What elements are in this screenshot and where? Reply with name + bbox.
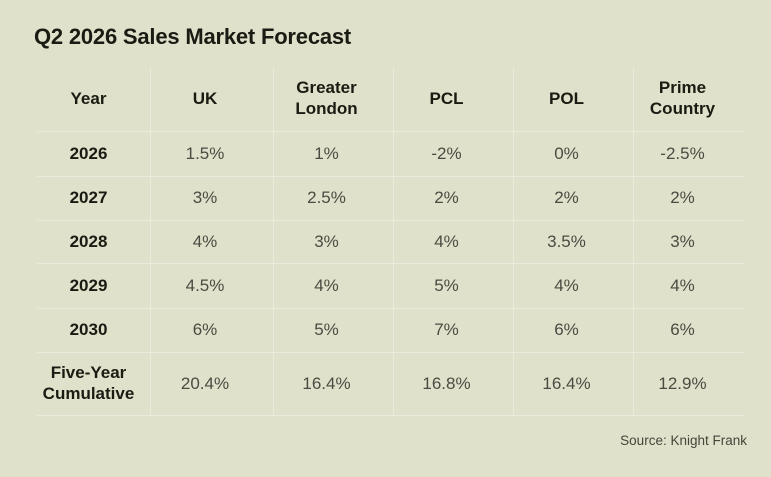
value-cell: 6% [670,320,695,340]
row-label: Five-Year Cumulative [37,353,151,415]
value-cell: 2% [394,177,514,220]
value-cell: 0% [514,132,634,176]
table-row-five-year-cumulative: Five-Year Cumulative 20.4% 16.4% 16.8% 1… [37,353,745,416]
value-cell: 5% [394,264,514,308]
value-cell: 4% [274,264,394,308]
table-row-2029: 2029 4.5% 4% 5% 4% 4% [37,264,745,309]
row-label: 2026 [37,132,151,176]
value-cell: 2% [670,188,695,208]
table-row-2026: 2026 1.5% 1% -2% 0% -2.5% [37,132,745,177]
value-cell: 16.4% [274,353,394,415]
table-row-2028: 2028 4% 3% 4% 3.5% 3% [37,221,745,264]
header-row: Year UK Greater London PCL POL Prime Cou… [37,67,745,132]
table-row-2027: 2027 3% 2.5% 2% 2% 2% [37,177,745,221]
source-credit: Source: Knight Frank [620,433,747,448]
value-cell: 5% [274,309,394,352]
value-cell: 6% [151,309,274,352]
table-row-2030: 2030 6% 5% 7% 6% 6% [37,309,745,353]
value-cell: 16.8% [394,353,514,415]
value-cell: 6% [514,309,634,352]
column-header-greater-london: Greater London [274,67,394,131]
value-cell: 4% [394,221,514,263]
value-cell: -2.5% [660,143,705,163]
value-cell: 1.5% [151,132,274,176]
value-cell: 4% [151,221,274,263]
row-label: 2029 [37,264,151,308]
value-cell: 4% [514,264,634,308]
value-cell: 20.4% [151,353,274,415]
column-header-pol: POL [514,67,634,131]
value-cell: 3% [274,221,394,263]
row-label: 2027 [37,177,151,220]
value-cell: 3% [670,231,695,251]
value-cell: 3.5% [514,221,634,263]
row-label: 2030 [37,309,151,352]
forecast-table: Year UK Greater London PCL POL Prime Cou… [37,67,745,416]
value-cell: 7% [394,309,514,352]
value-cell: 1% [274,132,394,176]
value-cell: 2% [514,177,634,220]
value-cell: 3% [151,177,274,220]
row-label: 2028 [37,221,151,263]
value-cell: 16.4% [514,353,634,415]
column-header-pcl: PCL [394,67,514,131]
column-header-uk: UK [151,67,274,131]
column-header-prime-country: Prime Country [649,78,716,118]
value-cell: 4% [670,275,695,295]
value-cell: 4.5% [151,264,274,308]
column-header-year: Year [37,67,151,131]
value-cell: -2% [394,132,514,176]
value-cell: 2.5% [274,177,394,220]
page-title: Q2 2026 Sales Market Forecast [34,24,352,49]
value-cell: 12.9% [658,373,707,393]
